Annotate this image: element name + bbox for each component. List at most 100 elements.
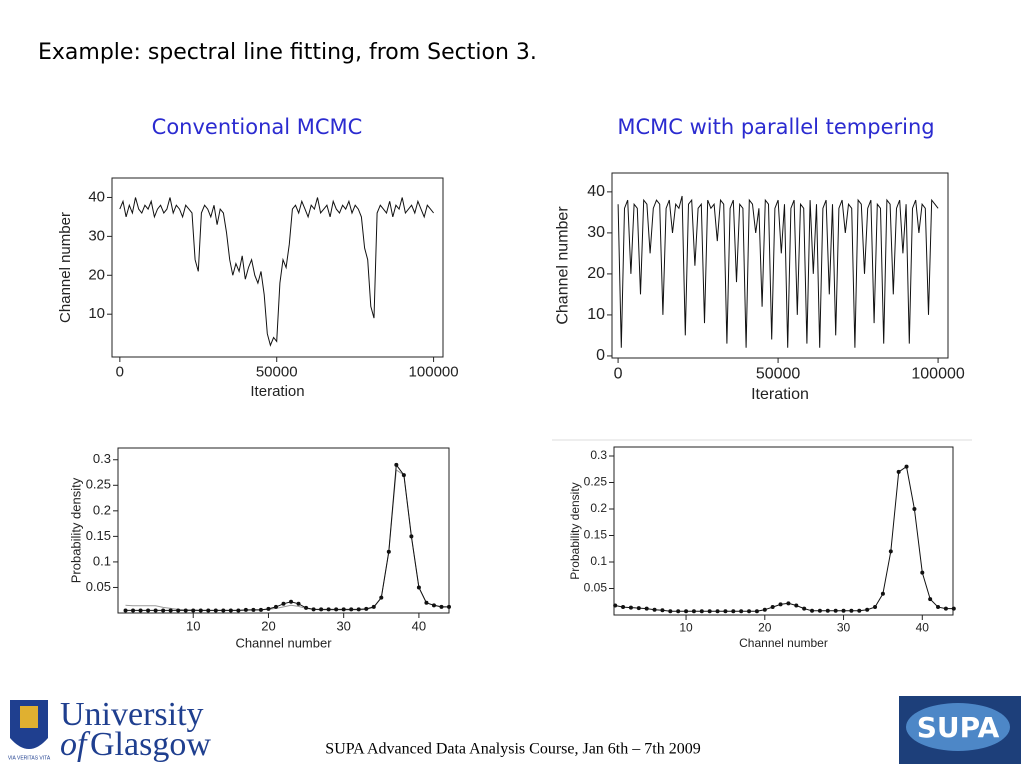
data-point [644, 606, 649, 611]
data-point [349, 607, 354, 612]
data-point [928, 597, 933, 602]
data-point [161, 608, 166, 613]
logo-text: University [60, 696, 204, 733]
x-tick-label: 40 [916, 621, 930, 635]
y-tick-label: 0.05 [584, 581, 608, 595]
data-line [125, 463, 449, 611]
data-point [401, 473, 406, 478]
data-point [912, 507, 917, 512]
data-point [183, 608, 188, 613]
y-tick-label: 30 [587, 224, 605, 241]
data-point [281, 601, 286, 606]
data-point [715, 609, 720, 614]
x-tick-label: 10 [679, 621, 693, 635]
plot-frame [111, 177, 444, 358]
data-point [613, 603, 618, 608]
glasgow-logo: VIA VERITAS VITA University of Glasgow [8, 696, 211, 763]
data-point [416, 585, 421, 590]
data-point [131, 608, 136, 613]
data-point [817, 608, 822, 613]
data-point [920, 570, 925, 575]
x-axis-label: Channel number [235, 635, 332, 650]
data-point [707, 609, 712, 614]
data-point [904, 464, 909, 469]
plot-frame [613, 446, 954, 616]
y-tick-label: 0.2 [93, 502, 111, 517]
data-point [621, 605, 626, 610]
y-axis-label: Channel number [57, 212, 74, 323]
data-point [341, 607, 346, 612]
y-tick-label: 30 [88, 227, 105, 244]
data-line [615, 465, 954, 612]
y-axis-label: Probability density [69, 477, 84, 583]
data-point [304, 605, 309, 610]
x-tick-label: 50000 [256, 363, 298, 380]
data-point [786, 601, 791, 606]
data-point [394, 462, 399, 467]
data-point [168, 608, 173, 613]
data-point [213, 608, 218, 613]
slide-title: Example: spectral line fitting, from Sec… [38, 40, 537, 65]
x-tick-label: 30 [336, 619, 350, 634]
data-point [936, 605, 941, 610]
logo-text: Glasgow [90, 726, 211, 763]
y-tick-label: 0.15 [584, 528, 608, 542]
data-point [833, 608, 838, 613]
heading: MCMC with parallel tempering [617, 115, 934, 139]
data-line [119, 197, 434, 347]
x-tick-label: 100000 [409, 363, 459, 380]
x-tick-label: 30 [837, 621, 851, 635]
crest-detail [20, 706, 38, 728]
y-tick-label: 0.25 [86, 477, 111, 492]
x-tick-label: 0 [116, 363, 124, 380]
data-point [206, 608, 211, 613]
supa-swoosh [906, 703, 1010, 751]
data-point [356, 607, 361, 612]
y-tick-label: 0.3 [93, 451, 111, 466]
data-point [896, 469, 901, 474]
y-tick-label: 0.25 [584, 475, 608, 489]
data-point [802, 606, 807, 611]
data-point [258, 607, 263, 612]
data-point [424, 600, 429, 605]
data-point [857, 608, 862, 613]
data-point [747, 609, 752, 614]
y-tick-label: 0.05 [86, 579, 111, 594]
data-point [251, 607, 256, 612]
data-point [636, 606, 641, 611]
heading: Conventional MCMC [152, 115, 363, 139]
data-point [723, 609, 728, 614]
data-point [628, 605, 633, 610]
data-point [334, 607, 339, 612]
data-point [873, 605, 878, 610]
data-point [431, 603, 436, 608]
data-point [668, 609, 673, 614]
data-point [880, 591, 885, 596]
x-tick-label: 20 [261, 619, 275, 634]
data-point [691, 609, 696, 614]
data-point [371, 604, 376, 609]
data-point [228, 608, 233, 613]
y-tick-label: 0 [596, 347, 605, 364]
x-axis-label: Iteration [751, 386, 809, 403]
data-point [138, 608, 143, 613]
plot-frame [117, 447, 450, 614]
data-point [123, 608, 128, 613]
x-tick-label: 50000 [756, 365, 801, 382]
data-point [684, 609, 689, 614]
data-point [311, 607, 316, 612]
data-point [326, 607, 331, 612]
data-point [778, 602, 783, 607]
logo-text: of [60, 726, 91, 763]
data-point [146, 608, 151, 613]
data-point [296, 601, 301, 606]
data-point [439, 604, 444, 609]
data-line [125, 469, 449, 611]
data-point [660, 608, 665, 613]
data-point [865, 607, 870, 612]
data-point [198, 608, 203, 613]
y-tick-label: 40 [88, 188, 105, 205]
footer: SUPA Advanced Data Analysis Course, Jan … [325, 741, 700, 758]
data-point [841, 608, 846, 613]
data-point [273, 604, 278, 609]
